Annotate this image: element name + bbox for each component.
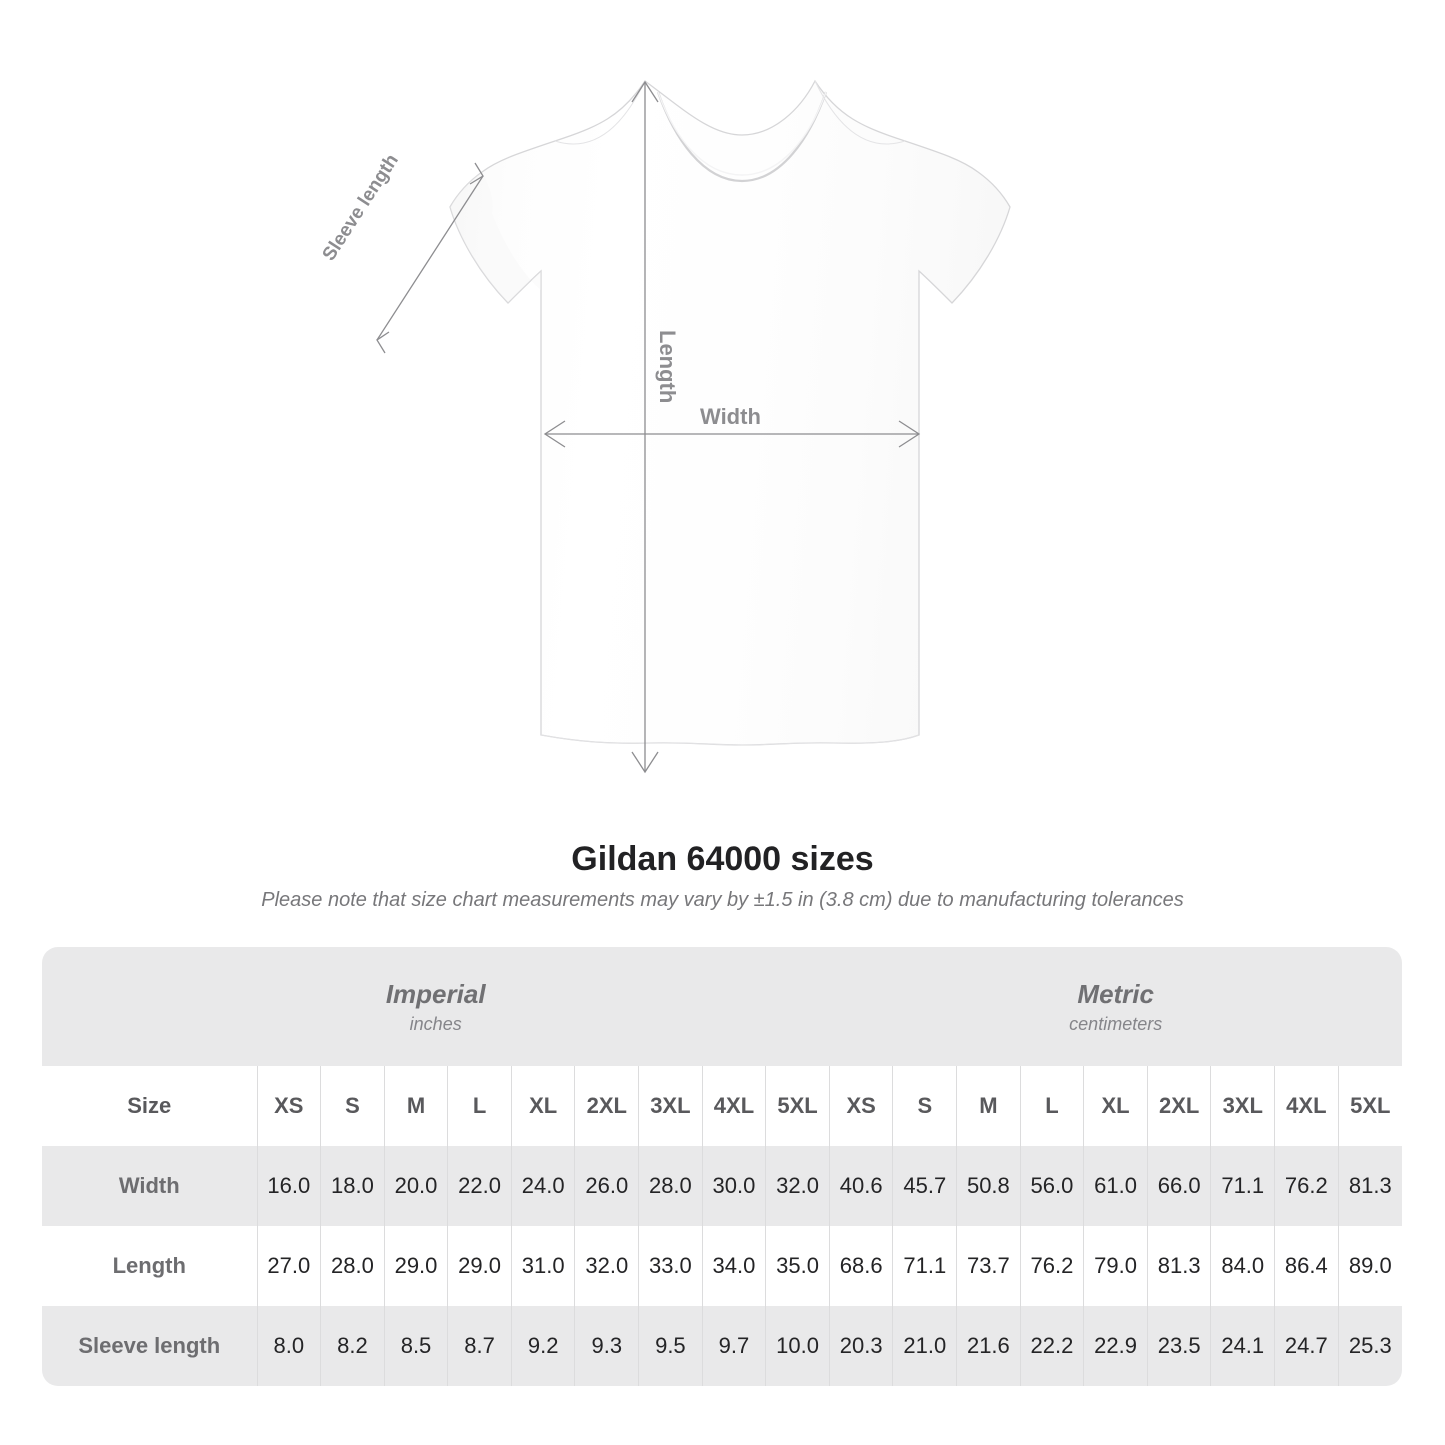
svg-text:Width: Width: [700, 404, 761, 429]
svg-text:Length: Length: [655, 330, 680, 403]
svg-text:Sleeve length: Sleeve length: [319, 151, 403, 265]
